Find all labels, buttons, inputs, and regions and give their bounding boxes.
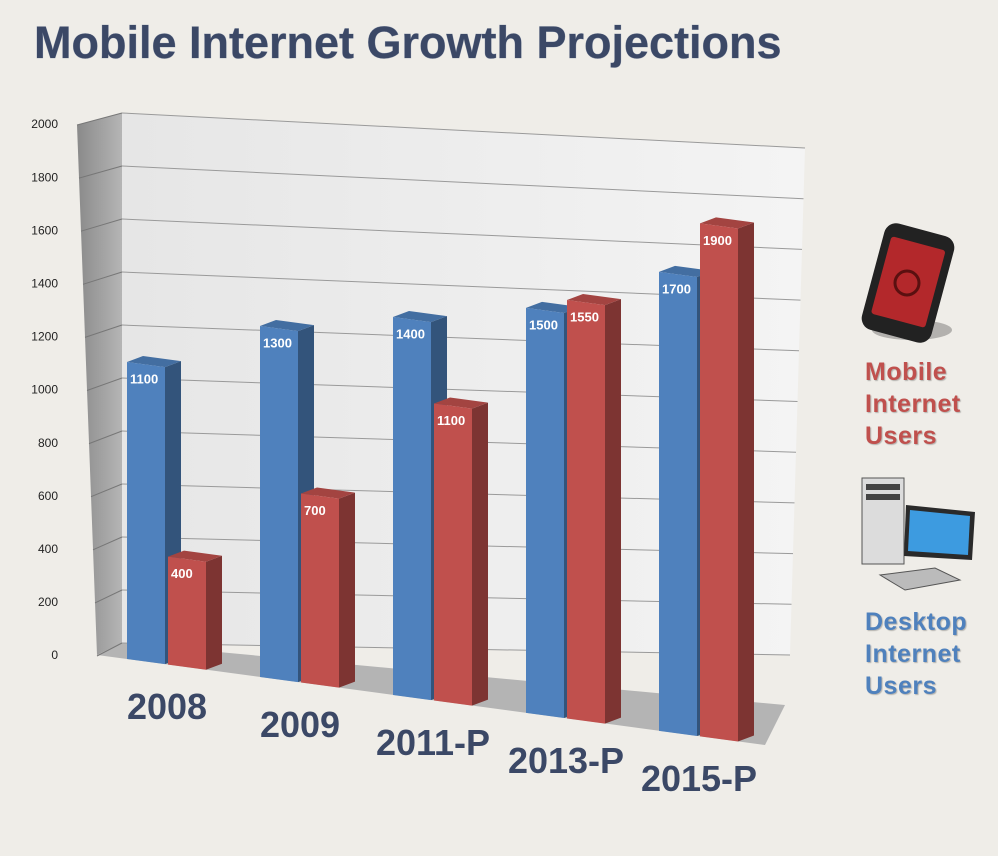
data-label: 1300 <box>263 335 292 350</box>
data-label: 1400 <box>396 326 425 341</box>
bar-side <box>605 299 621 724</box>
bar-front <box>567 299 605 724</box>
y-tick-label: 600 <box>38 489 58 503</box>
data-label: 1550 <box>570 309 599 324</box>
bar-side <box>472 402 488 706</box>
x-tick-label: 2009 <box>260 704 340 745</box>
side-wall <box>77 113 122 655</box>
bar-front <box>526 307 564 719</box>
bar <box>567 293 621 724</box>
y-tick-label: 1000 <box>31 383 58 397</box>
data-label: 1900 <box>703 233 732 248</box>
y-tick-label: 800 <box>38 436 58 450</box>
bar-front <box>393 316 431 701</box>
bar-front <box>127 362 165 665</box>
bar-top <box>127 356 181 368</box>
x-tick-label: 2008 <box>127 686 207 727</box>
grid-line <box>92 536 123 551</box>
y-tick-label: 400 <box>38 542 58 556</box>
bar-top <box>393 310 447 323</box>
y-tick-label: 0 <box>51 648 58 662</box>
data-label: 1100 <box>130 371 158 386</box>
grid-line <box>121 112 806 149</box>
bar-top <box>567 293 621 306</box>
bar-front <box>700 223 738 742</box>
bar-side <box>738 222 754 742</box>
y-tick-label: 1400 <box>31 276 58 290</box>
phone-icon <box>861 223 955 343</box>
x-tick-label: 2013-P <box>508 740 624 781</box>
y-tick-label: 1200 <box>31 330 58 344</box>
bar-top <box>659 265 713 277</box>
legend-label: Desktop Internet Users <box>865 608 968 700</box>
grid-line <box>76 112 123 126</box>
bar-side <box>206 555 222 670</box>
y-tick-label: 200 <box>38 595 58 609</box>
y-tick-label: 2000 <box>31 117 58 131</box>
bar-front <box>168 556 206 670</box>
data-label: 1500 <box>529 317 558 332</box>
grid-line <box>94 589 123 604</box>
chart-title: Mobile Internet Growth Projections <box>34 17 782 68</box>
legend-label: Mobile Internet Users <box>865 358 961 450</box>
data-label: 1100 <box>437 413 465 428</box>
x-tick-label: 2011-P <box>376 722 490 763</box>
grid-line <box>88 430 123 445</box>
bar-top <box>700 217 754 229</box>
data-label: 400 <box>171 566 193 581</box>
bar-top <box>301 487 355 499</box>
y-tick-label: 1600 <box>31 223 58 237</box>
grid-line <box>82 271 123 285</box>
bar <box>434 397 488 706</box>
bar-front <box>434 403 472 706</box>
bar-top <box>260 320 314 332</box>
grid-line <box>90 483 123 498</box>
grid-line <box>80 218 123 232</box>
y-tick-label: 1800 <box>31 170 58 184</box>
grid-line <box>121 218 803 250</box>
bar-front <box>301 493 339 688</box>
grid-line <box>121 165 804 200</box>
grid-line <box>84 324 123 338</box>
bar <box>700 217 754 742</box>
bar-top <box>526 301 580 314</box>
bar-top <box>434 397 488 409</box>
bar-top <box>168 550 222 562</box>
x-tick-label: 2015-P <box>641 758 757 799</box>
bar-front <box>260 326 298 683</box>
grid-line <box>86 377 123 391</box>
grid-line <box>78 165 123 179</box>
bar-front <box>659 271 697 736</box>
grid-line <box>96 642 123 657</box>
bar-side <box>339 492 355 688</box>
data-label: 1700 <box>662 281 691 296</box>
computer-icon <box>861 477 975 591</box>
data-label: 700 <box>304 503 326 518</box>
bar <box>301 487 355 688</box>
bar <box>168 550 222 670</box>
